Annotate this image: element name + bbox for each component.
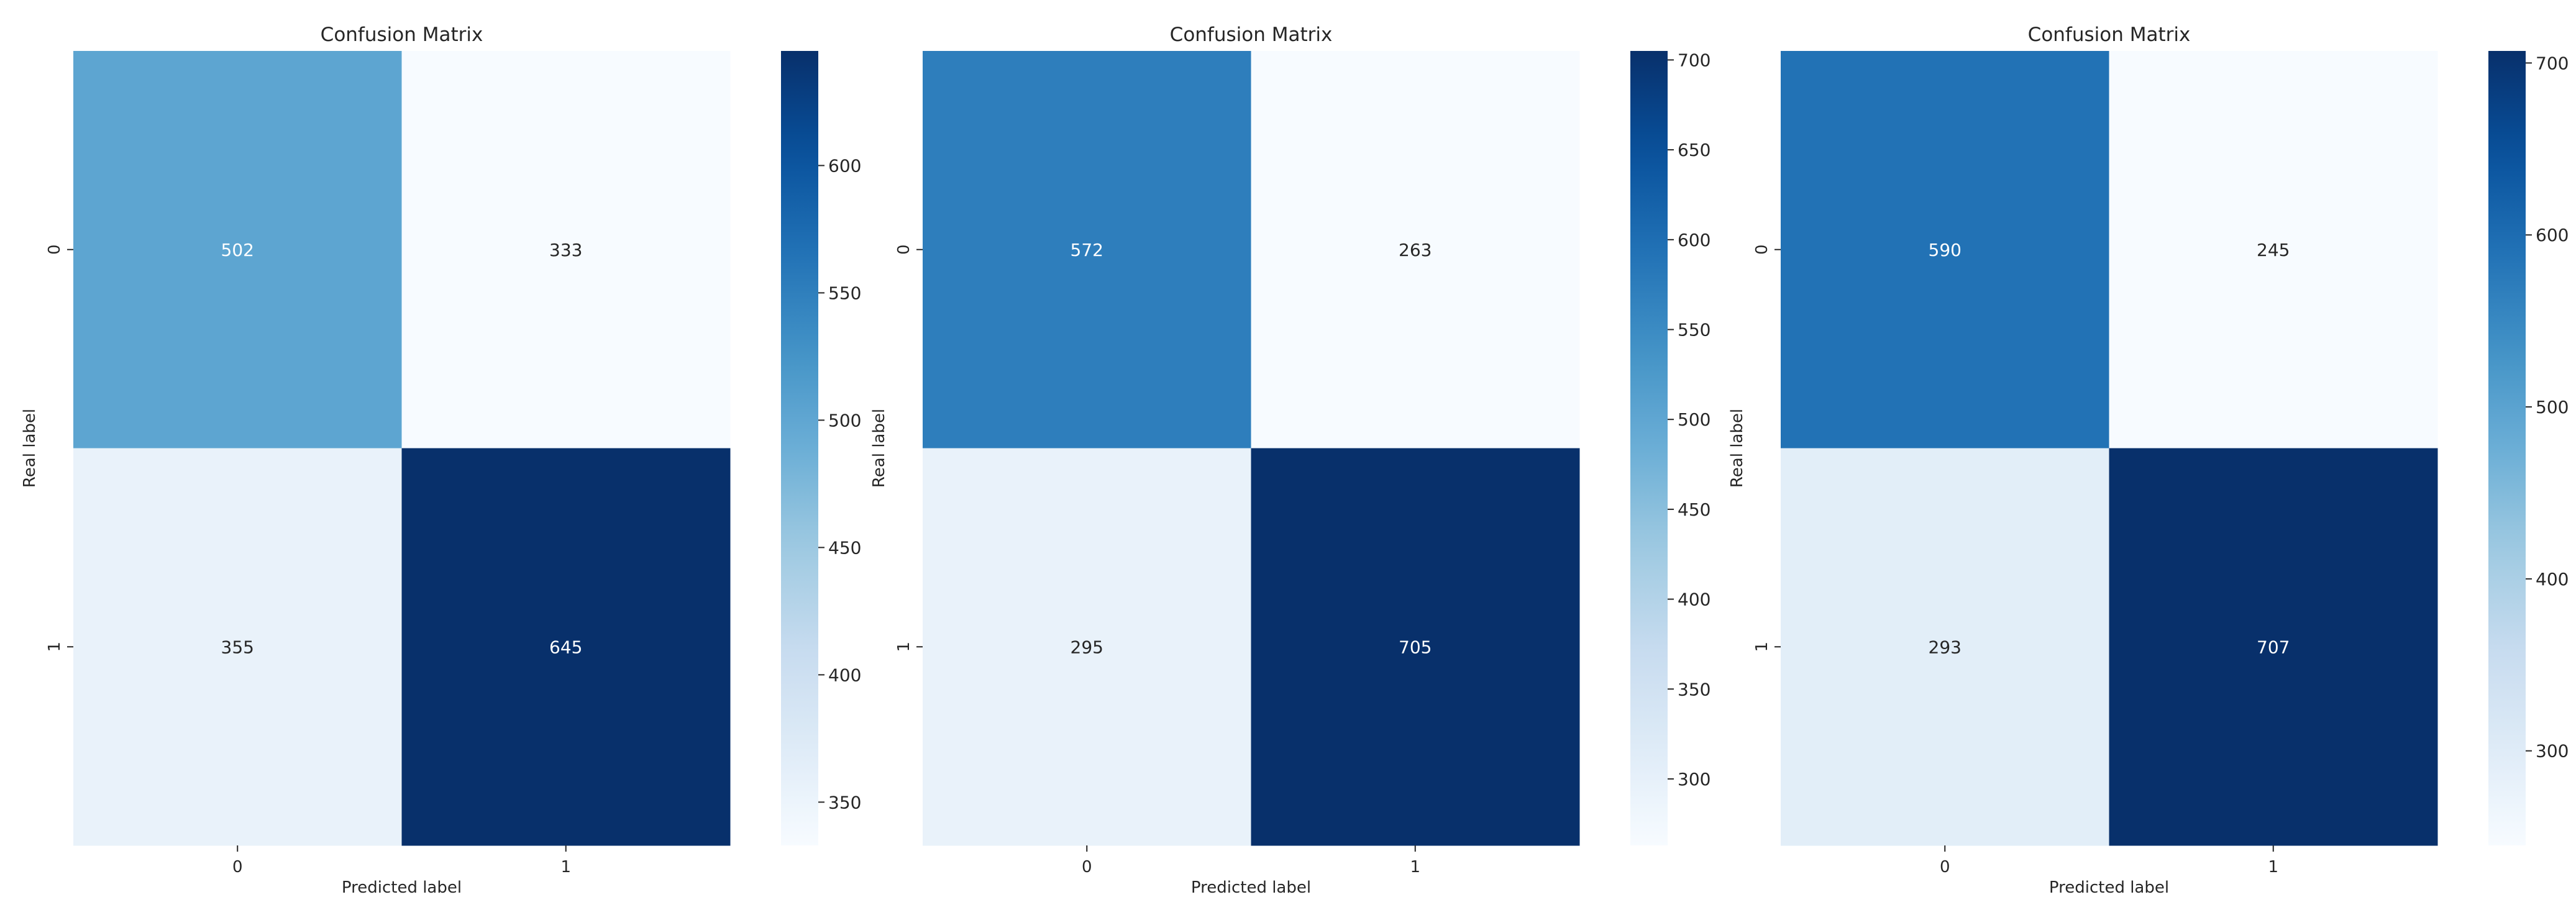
y-tick-label: 1: [1753, 642, 1771, 652]
y-tick-label: 1: [45, 642, 64, 652]
y-axis-label: Real label: [870, 409, 888, 488]
colorbar-tick-label: 700: [2536, 53, 2569, 73]
x-axis-label: Predicted label: [342, 878, 462, 897]
cell-value-label: 645: [549, 637, 582, 657]
colorbar-tick-label: 300: [1678, 769, 1710, 790]
colorbar-tick-label: 650: [1678, 140, 1710, 160]
y-tick-label: 0: [1753, 244, 1771, 255]
cell-value-label: 590: [1929, 240, 1962, 260]
colorbar-tick-label: 600: [1678, 230, 1710, 250]
confusion-matrix-panel-1: 502 333 355 645 Confusion Matrix 0 1 0 1 Predicte…: [21, 24, 861, 897]
x-tick-label: 1: [1410, 858, 1420, 876]
chart-title: Confusion Matrix: [1170, 24, 1333, 46]
x-tick-label: 1: [560, 858, 571, 876]
cell-value-label: 355: [221, 637, 254, 657]
x-tick-label: 0: [232, 858, 243, 876]
chart-title: Confusion Matrix: [321, 24, 483, 46]
heatmap-cell-r0-c0: [73, 51, 402, 448]
cell-value-label: 572: [1071, 240, 1103, 260]
chart-title: Confusion Matrix: [2028, 24, 2191, 46]
colorbar-tick-label: 550: [828, 283, 861, 303]
heatmap-cell-r0-c0: [923, 51, 1251, 448]
heatmap-cell-r0-c1: [401, 51, 731, 448]
panels-root: 502 333 355 645 Confusion Matrix 0 1 0 1 Predicte…: [21, 24, 2569, 897]
colorbar-tick-label: 550: [1678, 320, 1710, 340]
x-axis-label: Predicted label: [2049, 878, 2169, 897]
confusion-matrix-panel-2: 572 263 295 705 Confusion Matrix 0 1 0 1 Predicte…: [870, 24, 1710, 897]
colorbar-tick-label: 500: [2536, 397, 2569, 417]
colorbar-tick-label: 350: [1678, 679, 1710, 699]
cell-value-label: 295: [1071, 637, 1103, 657]
colorbar-tick-label: 600: [2536, 225, 2569, 245]
x-tick-label: 0: [1940, 858, 1950, 876]
colorbar-tick-label: 400: [1678, 590, 1710, 610]
colorbar: [1630, 51, 1668, 845]
heatmap-cell-r1-c1: [401, 448, 731, 846]
cell-value-label: 333: [549, 240, 582, 260]
cell-value-label: 502: [221, 240, 254, 260]
x-tick-label: 1: [2268, 858, 2278, 876]
heatmap-cell-r0-c1: [2109, 51, 2438, 448]
colorbar-tick-label: 350: [828, 792, 861, 813]
colorbar-tick-label: 300: [2536, 741, 2569, 762]
x-tick-label: 0: [1082, 858, 1092, 876]
colorbar-tick-label: 500: [1678, 409, 1710, 430]
y-axis-label: Real label: [21, 409, 39, 488]
heatmap-cell-r0-c1: [1251, 51, 1580, 448]
heatmap-cell-r1-c0: [73, 448, 402, 846]
cell-value-label: 263: [1399, 240, 1432, 260]
colorbar-tick-label: 700: [1678, 50, 1710, 70]
confusion-matrix-panel-3: 590 245 293 707 Confusion Matrix 0 1 0 1 Predicte…: [1728, 24, 2569, 897]
heatmap-cell-r1-c1: [1251, 448, 1580, 846]
colorbar-tick-label: 450: [1678, 499, 1710, 520]
colorbar-tick-label: 600: [828, 155, 861, 176]
cell-value-label: 705: [1399, 637, 1432, 657]
colorbar-tick-label: 400: [2536, 569, 2569, 590]
y-axis-label: Real label: [1728, 409, 1747, 488]
colorbar-tick-label: 450: [828, 537, 861, 558]
cell-value-label: 245: [2257, 240, 2290, 260]
y-tick-label: 0: [45, 244, 64, 255]
y-tick-label: 1: [895, 642, 913, 652]
heatmap-cell-r1-c1: [2109, 448, 2438, 846]
colorbar: [2488, 51, 2526, 845]
colorbar: [781, 51, 818, 845]
colorbar-tick-label: 500: [828, 410, 861, 430]
y-tick-label: 0: [895, 244, 913, 255]
heatmap-cell-r1-c0: [923, 448, 1251, 846]
heatmap-cell-r0-c0: [1781, 51, 2109, 448]
cell-value-label: 707: [2257, 637, 2290, 657]
x-axis-label: Predicted label: [1191, 878, 1311, 897]
heatmap-cell-r1-c0: [1781, 448, 2109, 846]
colorbar-tick-label: 400: [828, 665, 861, 685]
cell-value-label: 293: [1929, 637, 1962, 657]
